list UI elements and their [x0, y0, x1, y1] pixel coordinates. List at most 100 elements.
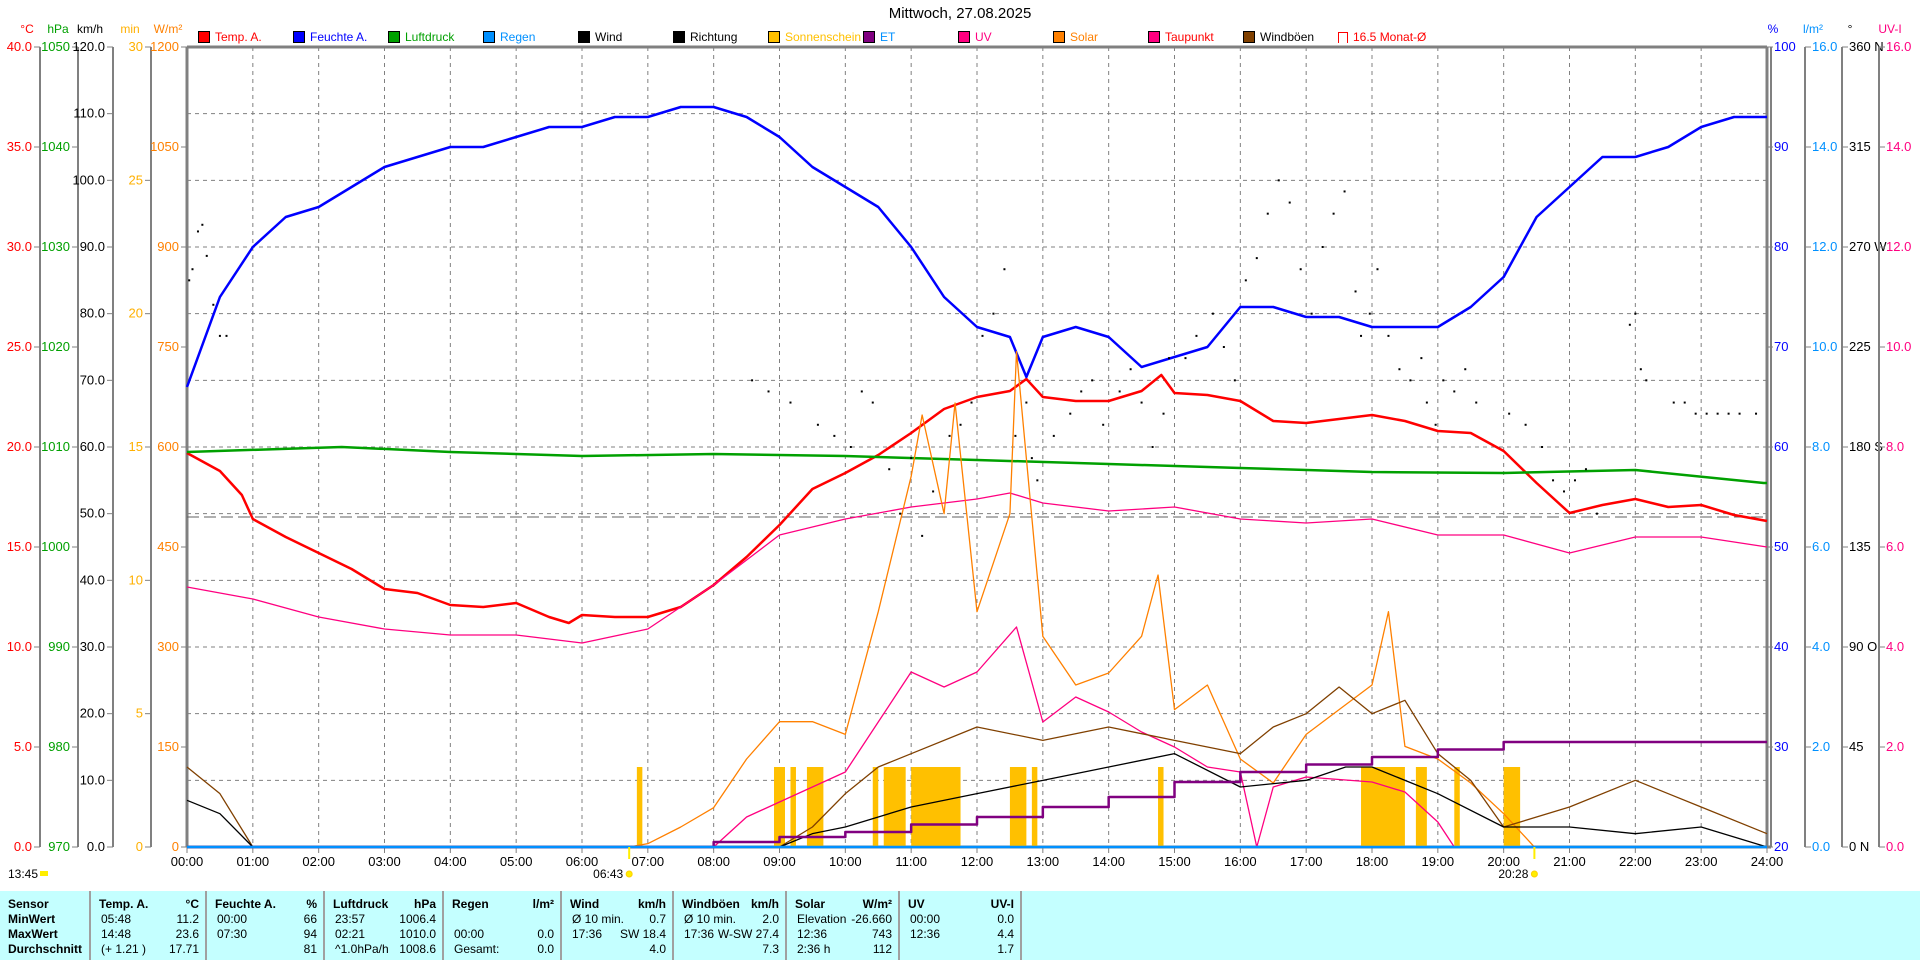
axis-tick-label: 60.0	[80, 439, 105, 454]
group-unit: W/m²	[862, 897, 892, 911]
x-axis-tick-label: 13:00	[1027, 854, 1060, 869]
axis-tick-label: 110.0	[73, 106, 105, 121]
axis-unit-wind: km/h	[77, 22, 103, 36]
sunshine-bar	[636, 767, 643, 847]
axis-tick-label: 16.0	[1812, 39, 1837, 54]
group-title: Wind	[570, 897, 600, 911]
axis-tick-label: 360 N	[1849, 39, 1884, 54]
axis-tick-label: 300	[157, 639, 179, 654]
wind-direction-dot	[1310, 312, 1313, 315]
cell-label: Gesamt:	[454, 942, 500, 956]
axis-tick-label: 2.0	[1812, 739, 1830, 754]
legend-swatch	[483, 31, 495, 43]
cell-value: 743	[871, 927, 892, 941]
wind-direction-dot	[959, 423, 962, 426]
axis-tick-label: 270 W	[1849, 239, 1887, 254]
x-axis-tick-label: 09:00	[763, 854, 796, 869]
group-title: Feuchte A.	[215, 897, 276, 911]
table-group-temp-a-: Temp. A. °C 05:48 11.2 14:48 23.6 (+ 1.21 ) 17.…	[89, 891, 205, 960]
axis-unit-press: hPa	[47, 22, 69, 36]
wind-direction-dot	[1036, 479, 1039, 482]
axis-tick-label: 900	[157, 239, 179, 254]
wind-direction-dot	[1211, 312, 1214, 315]
wind-direction-dot	[1354, 290, 1357, 293]
legend-item-uv: UV	[958, 30, 992, 44]
cell-value: 7.3	[762, 942, 779, 956]
cell-value: 0.0	[537, 927, 554, 941]
sunshine-bar	[790, 767, 796, 847]
wind-direction-dot	[1162, 412, 1165, 415]
group-title: Temp. A.	[99, 897, 149, 911]
wind-direction-dot	[1628, 323, 1631, 326]
legend-label: Windböen	[1260, 30, 1315, 44]
axis-tick-label: 180 S	[1849, 439, 1883, 454]
legend-swatch	[198, 31, 210, 43]
axis-tick-label: 0.0	[1812, 839, 1830, 854]
cell-value: 0.0	[537, 942, 554, 956]
legend-label: Taupunkt	[1165, 30, 1214, 44]
cell-label: Ø 10 min.	[684, 912, 737, 926]
wind-direction-dot	[1184, 357, 1187, 360]
legend-swatch	[863, 31, 875, 43]
cell-label: 23:57	[335, 912, 366, 926]
x-axis-tick-label: 03:00	[368, 854, 401, 869]
axis-tick-label: 14.0	[1812, 139, 1837, 154]
wind-direction-dot	[1727, 412, 1730, 415]
axis-tick-label: 60	[1774, 439, 1788, 454]
group-unit: %	[306, 897, 317, 911]
axis-tick-label: 50	[1774, 539, 1788, 554]
cell-value: 112	[872, 942, 892, 956]
wind-direction-dot	[212, 303, 215, 306]
cell-label: ^1.0hPa/h	[335, 942, 389, 956]
day-length-label: 13:45	[8, 867, 38, 881]
legend-label: Regen	[500, 30, 536, 44]
legend-item-dewpoint: Taupunkt	[1148, 30, 1214, 44]
sun-icon	[40, 871, 48, 876]
wind-direction-dot	[1368, 312, 1371, 315]
wind-direction-dot	[1255, 257, 1258, 260]
legend-item-pressure: Luftdruck	[388, 30, 454, 44]
wind-direction-dot	[191, 268, 194, 271]
axis-tick-label: 45	[1849, 739, 1863, 754]
axis-tick-label: 0 N	[1849, 839, 1869, 854]
legend-item-wind: Wind	[578, 30, 622, 44]
table-group-luftdruck: Luftdruck hPa 23:57 1006.4 02:21 1010.0 ^1.0hP…	[323, 891, 442, 960]
wind-direction-dot	[1573, 479, 1576, 482]
wind-direction-dot	[849, 446, 852, 448]
cell-label: (+ 1.21 )	[101, 942, 147, 956]
axis-tick-label: 70.0	[80, 372, 105, 387]
axis-tick-label: 150	[157, 739, 179, 754]
sunshine-bar	[1503, 767, 1521, 847]
wind-direction-dot	[1321, 246, 1324, 248]
legend-item-gusts: Windböen	[1243, 30, 1314, 44]
cell-value: W-SW 27.4	[717, 927, 779, 941]
legend-item-monthly-mean: 16.5 Monat-Ø	[1338, 30, 1426, 44]
cell-value: 17.71	[168, 942, 199, 956]
legend-swatch	[1053, 31, 1065, 43]
axis-tick-label: 980	[48, 739, 70, 754]
cell-label: 12:36	[797, 927, 828, 941]
axis-tick-label: 10.0	[1886, 339, 1911, 354]
legend-label: 16.5 Monat-Ø	[1353, 30, 1427, 44]
wind-direction-dot	[751, 379, 754, 382]
sun-icon	[1530, 870, 1538, 878]
axis-tick-label: 120.0	[72, 39, 105, 54]
axis-tick-label: 4.0	[1886, 639, 1904, 654]
wind-direction-dot	[1541, 446, 1544, 448]
wind-direction-dot	[871, 401, 874, 404]
wind-direction-dot	[932, 490, 935, 493]
axis-tick-label: 1050	[150, 139, 179, 154]
legend-label: Luftdruck	[405, 30, 455, 44]
axis-tick-label: 1010	[41, 439, 70, 454]
wind-direction-dot	[1025, 401, 1028, 404]
wind-direction-dot	[910, 457, 913, 460]
wind-direction-dot	[1524, 423, 1527, 426]
wind-direction-dot	[1332, 212, 1335, 215]
group-title: Regen	[452, 897, 489, 911]
legend-label: Richtung	[690, 30, 738, 44]
axis-tick-label: 1040	[41, 139, 70, 154]
legend-swatch	[1243, 31, 1255, 43]
wind-direction-dot	[1140, 401, 1143, 404]
axis-tick-label: 90	[1774, 139, 1788, 154]
cell-value: SW 18.4	[619, 927, 666, 941]
